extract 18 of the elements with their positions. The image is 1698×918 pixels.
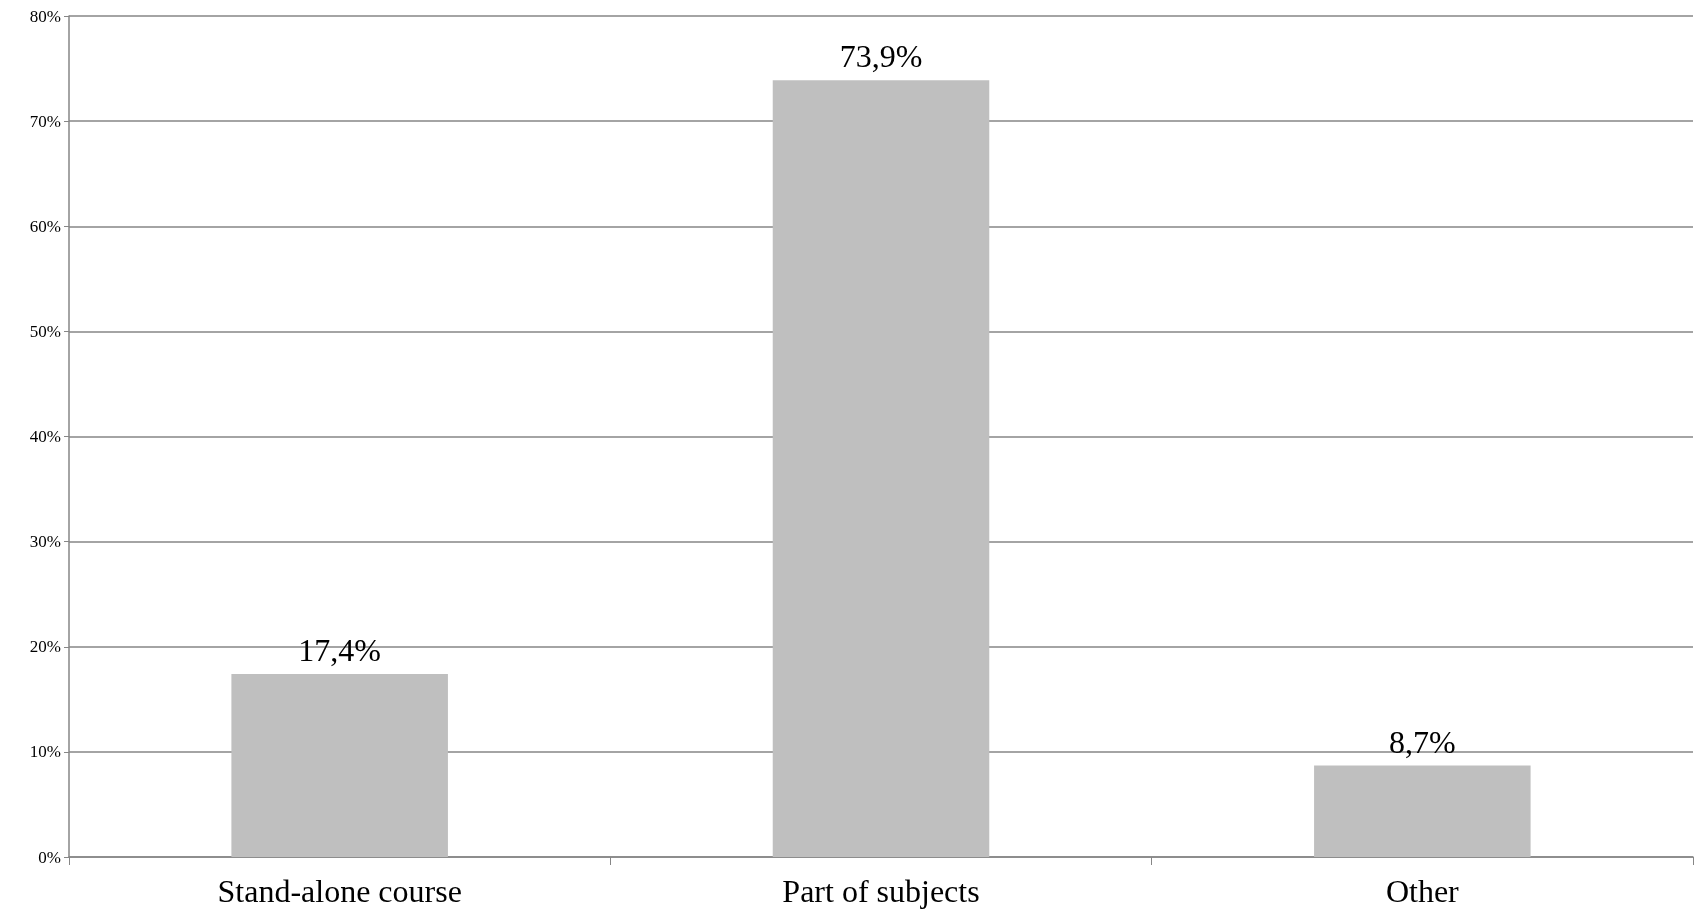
y-tick-label: 40% (29, 427, 61, 446)
y-tick-label: 0% (38, 847, 61, 867)
data-label: 8,7% (1389, 723, 1456, 760)
y-tick-label: 50% (29, 321, 61, 341)
x-tick-label: Part of subjects (782, 873, 980, 909)
x-tick-label: Stand-alone course (217, 873, 462, 909)
y-tick-label: 10% (29, 742, 61, 762)
x-tick-label: Other (1385, 873, 1460, 909)
bar (772, 80, 990, 857)
data-label: 73,9% (839, 38, 923, 75)
y-tick-label: 20% (29, 637, 61, 657)
data-label: 17,4% (298, 632, 381, 669)
y-tick-label: 70% (29, 111, 61, 131)
y-tick-label: 60% (29, 216, 61, 236)
y-tick-label: 80% (29, 6, 61, 26)
bar (231, 674, 448, 857)
y-tick-label: 30% (29, 532, 61, 552)
bar (1314, 765, 1531, 857)
